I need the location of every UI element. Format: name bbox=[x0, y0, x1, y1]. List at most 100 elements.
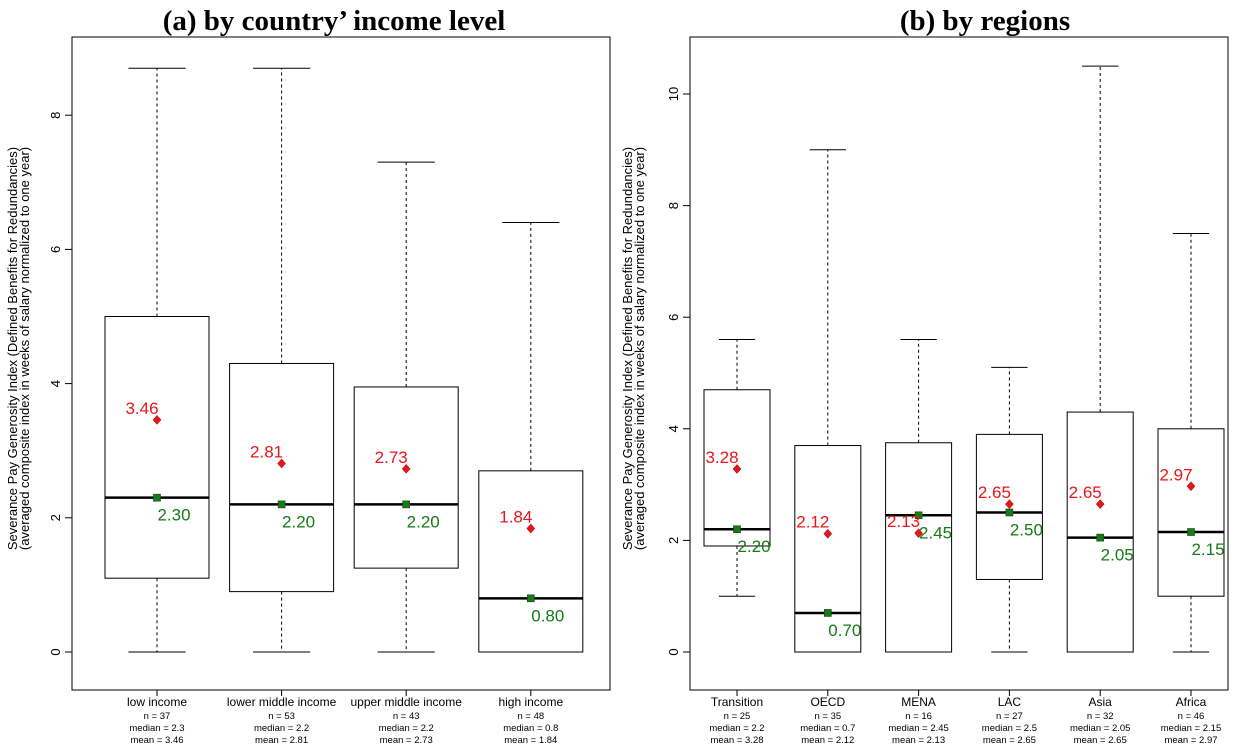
median-stat-label: median = 2.45 bbox=[888, 723, 948, 734]
median-marker bbox=[733, 525, 741, 534]
mean-marker bbox=[277, 458, 286, 469]
mean-stat-label: mean = 2.12 bbox=[801, 735, 854, 746]
mean-marker bbox=[1095, 499, 1105, 510]
n-label: n = 16 bbox=[905, 711, 932, 722]
n-label: n = 27 bbox=[996, 711, 1023, 722]
plot-frame bbox=[689, 36, 1229, 691]
category-label: LAC bbox=[998, 695, 1022, 709]
category-label: Africa bbox=[1176, 695, 1207, 709]
median-stat-label: median = 0.7 bbox=[800, 723, 855, 734]
n-label: n = 35 bbox=[814, 711, 841, 722]
category-label: Asia bbox=[1089, 695, 1113, 709]
median-label: 0.70 bbox=[828, 621, 861, 640]
y-tick-label: 0 bbox=[666, 648, 681, 655]
mean-label: 2.65 bbox=[1069, 483, 1102, 502]
mean-label: 3.28 bbox=[705, 448, 738, 467]
mean-label: 2.97 bbox=[1159, 465, 1192, 484]
iqr-box bbox=[478, 470, 584, 653]
n-label: n = 43 bbox=[393, 711, 420, 722]
n-label: n = 53 bbox=[268, 711, 295, 722]
category-label: low income bbox=[127, 695, 187, 709]
mean-stat-label: mean = 2.13 bbox=[892, 735, 945, 746]
median-stat-label: median = 0.8 bbox=[503, 723, 558, 734]
mean-marker bbox=[401, 463, 411, 474]
y-tick-label: 2 bbox=[666, 537, 681, 544]
mean-stat-label: mean = 2.97 bbox=[1164, 735, 1217, 746]
mean-stat-label: mean = 2.65 bbox=[983, 735, 1036, 746]
mean-stat-label: mean = 3.28 bbox=[710, 735, 763, 746]
category-label: Transition bbox=[711, 695, 763, 709]
mean-label: 2.81 bbox=[250, 442, 283, 461]
y-axis-label: Severance Pay Generosity Index (Defined … bbox=[620, 147, 635, 550]
iqr-box bbox=[353, 386, 459, 569]
median-marker bbox=[526, 594, 535, 603]
mean-label: 2.73 bbox=[375, 448, 408, 467]
mean-label: 2.65 bbox=[978, 483, 1011, 502]
median-label: 2.50 bbox=[1010, 521, 1043, 540]
plot-frame bbox=[71, 36, 611, 691]
median-marker bbox=[1005, 508, 1014, 517]
y-tick-label: 4 bbox=[48, 380, 63, 387]
mean-stat-label: mean = 2.81 bbox=[255, 735, 308, 746]
mean-label: 2.13 bbox=[887, 512, 920, 531]
y-tick-label: 10 bbox=[666, 87, 681, 101]
category-label: lower middle income bbox=[227, 695, 337, 709]
iqr-box bbox=[1157, 428, 1225, 597]
category-label: upper middle income bbox=[350, 695, 462, 709]
median-stat-label: median = 2.2 bbox=[709, 723, 764, 734]
iqr-box bbox=[885, 442, 953, 653]
median-stat-label: median = 2.2 bbox=[254, 723, 309, 734]
iqr-box bbox=[229, 362, 335, 593]
n-label: n = 46 bbox=[1178, 711, 1205, 722]
y-tick-label: 6 bbox=[48, 246, 63, 253]
iqr-box bbox=[794, 445, 862, 653]
mean-marker bbox=[1005, 499, 1014, 510]
category-label: high income bbox=[498, 695, 563, 709]
median-label: 2.15 bbox=[1191, 540, 1224, 559]
median-marker bbox=[153, 493, 161, 502]
iqr-box bbox=[1066, 411, 1134, 653]
mean-marker bbox=[1186, 481, 1196, 492]
median-label: 2.20 bbox=[282, 512, 315, 531]
median-stat-label: median = 2.05 bbox=[1070, 723, 1130, 734]
category-label: MENA bbox=[901, 695, 936, 709]
median-marker bbox=[277, 500, 286, 509]
mean-stat-label: mean = 3.46 bbox=[130, 735, 183, 746]
mean-label: 3.46 bbox=[125, 399, 158, 418]
box-group: 2.81 2.20 lower middle income n = 53median … bbox=[227, 67, 337, 746]
y-tick-label: 6 bbox=[666, 314, 681, 321]
median-marker bbox=[1187, 528, 1195, 536]
panel-income-level: (a) by country’ income level 0 2 4 6 8 Severan… bbox=[5, 5, 611, 746]
median-label: 0.80 bbox=[531, 606, 564, 625]
iqr-box bbox=[104, 316, 210, 579]
panel-title: (b) by regions bbox=[900, 5, 1070, 37]
mean-marker bbox=[914, 528, 923, 539]
median-label: 2.45 bbox=[919, 523, 952, 542]
y-tick-label: 2 bbox=[48, 514, 63, 521]
median-stat-label: median = 2.15 bbox=[1161, 723, 1221, 734]
mean-stat-label: mean = 1.84 bbox=[504, 735, 557, 746]
y-axis-label: Severance Pay Generosity Index (Defined … bbox=[5, 147, 20, 550]
median-marker bbox=[402, 500, 411, 509]
median-stat-label: median = 2.2 bbox=[379, 723, 434, 734]
y-tick-label: 8 bbox=[48, 112, 63, 119]
mean-label: 2.12 bbox=[796, 513, 829, 532]
y-axis-label: (averaged composite index in weeks of sa… bbox=[632, 147, 647, 550]
n-label: n = 48 bbox=[517, 711, 544, 722]
median-marker bbox=[1096, 533, 1104, 542]
mean-stat-label: mean = 2.65 bbox=[1074, 735, 1127, 746]
n-label: n = 37 bbox=[144, 711, 171, 722]
median-marker bbox=[914, 511, 923, 520]
panel-title: (a) by country’ income level bbox=[163, 5, 506, 37]
median-stat-label: median = 2.5 bbox=[982, 723, 1037, 734]
mean-marker bbox=[152, 414, 162, 425]
mean-label: 1.84 bbox=[499, 508, 532, 527]
